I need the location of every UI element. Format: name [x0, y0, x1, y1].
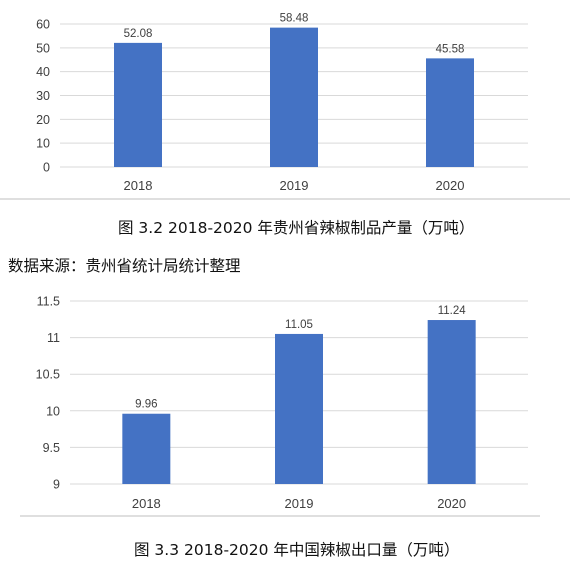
data-label: 11.05 [285, 319, 313, 331]
y-tick-label: 9.5 [43, 441, 60, 455]
y-tick-label: 10 [36, 137, 50, 151]
chart-chili-products-output: 0 10 20 30 40 50 60 52.08 2018 58.48 2019 45.58 2020 [0, 13, 570, 200]
x-tick-label: 2020 [437, 496, 466, 511]
y-tick-label: 40 [36, 65, 50, 79]
data-label: 9.96 [135, 399, 157, 411]
y-tick-label: 0 [43, 161, 50, 175]
chart1-caption: 图 3.2 2018-2020 年贵州省辣椒制品产量（万吨） [118, 219, 475, 237]
chart2-caption: 图 3.3 2018-2020 年中国辣椒出口量（万吨） [134, 541, 460, 559]
y-tick-label: 50 [36, 41, 50, 55]
bar-2019 [275, 333, 323, 484]
bar-2019 [270, 27, 318, 168]
y-tick-label: 11.5 [37, 295, 60, 309]
y-tick-label: 11 [47, 331, 60, 345]
bar-2018 [122, 413, 171, 484]
y-tick-label: 10.5 [36, 368, 60, 382]
data-label: 58.48 [280, 13, 309, 25]
source-note: 数据来源：贵州省统计局统计整理 [8, 257, 241, 275]
data-label: 45.58 [436, 43, 465, 55]
bar-2020 [427, 320, 476, 484]
bar-2020 [426, 58, 474, 167]
y-tick-label: 60 [36, 18, 50, 32]
y-tick-label: 20 [36, 113, 50, 127]
data-label: 52.08 [124, 28, 153, 40]
data-label: 11.24 [438, 305, 467, 317]
x-tick-label: 2020 [436, 178, 465, 193]
y-tick-label: 10 [46, 404, 60, 418]
x-tick-label: 2019 [280, 178, 309, 193]
x-tick-label: 2018 [124, 178, 153, 193]
x-tick-label: 2019 [285, 496, 314, 511]
bar-2018 [114, 42, 162, 167]
x-tick-label: 2018 [132, 496, 161, 511]
y-tick-label: 30 [36, 89, 50, 103]
y-tick-label: 9 [53, 478, 60, 492]
